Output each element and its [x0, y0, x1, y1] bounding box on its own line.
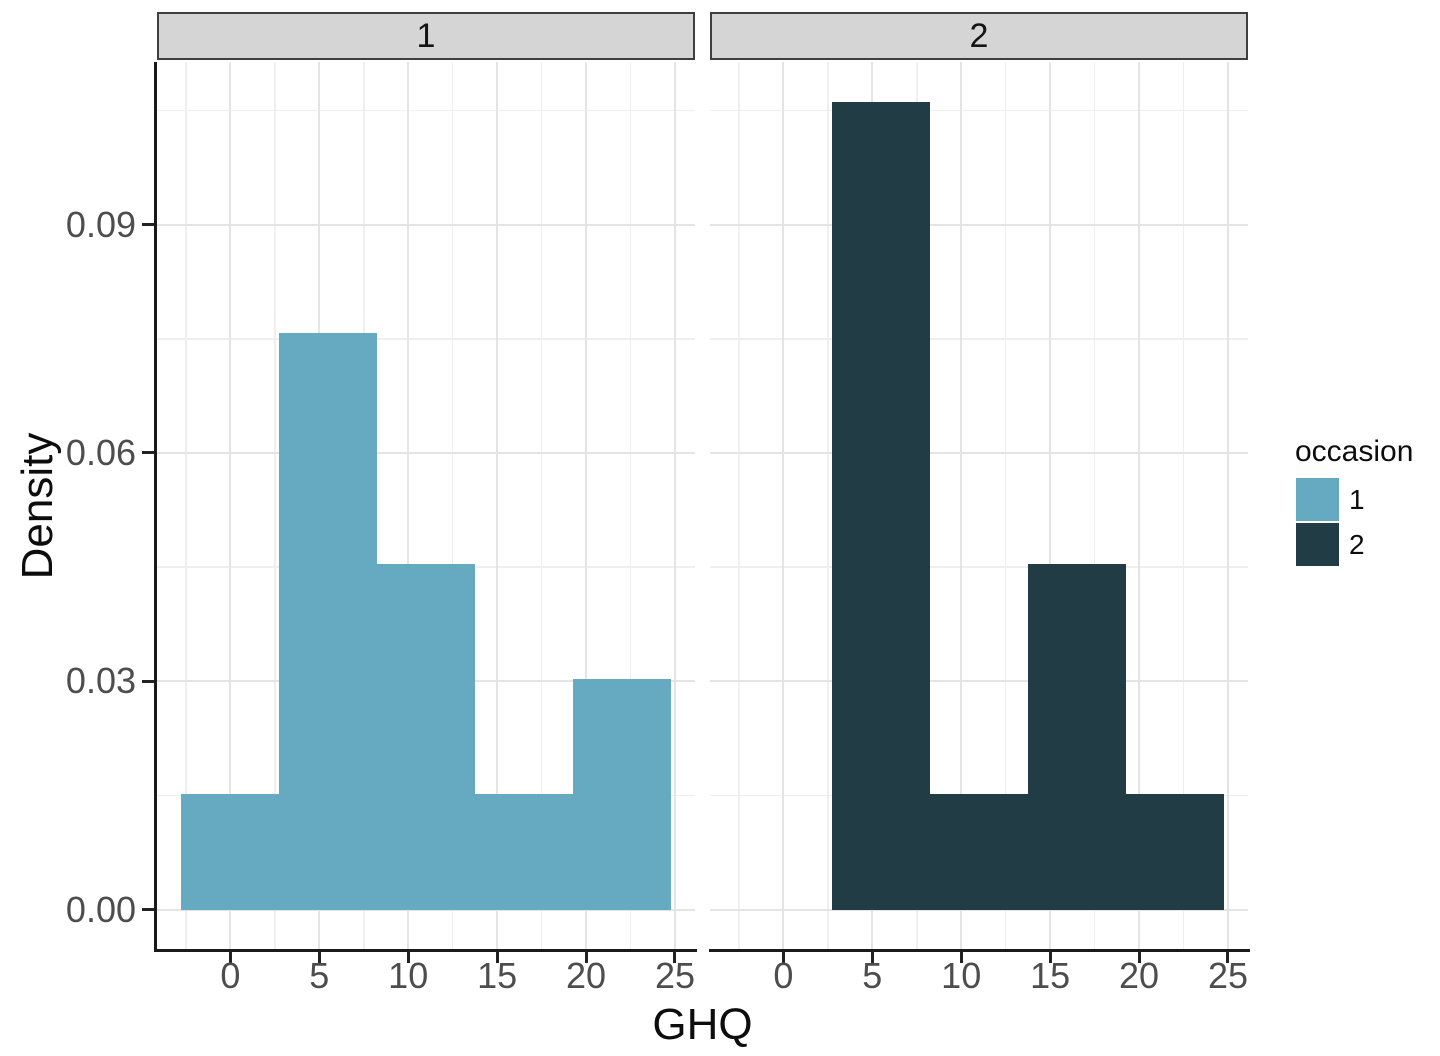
x-axis-tick	[1048, 951, 1052, 963]
gridline-vertical-major	[1138, 62, 1141, 950]
gridline-horizontal-major	[710, 223, 1248, 226]
x-axis-tick	[406, 951, 410, 963]
x-axis-title: GHQ	[652, 1000, 753, 1049]
y-axis-tick	[142, 679, 154, 683]
gridline-vertical-minor	[827, 62, 829, 950]
x-tick-label: 5	[862, 955, 883, 996]
x-tick-label: 10	[941, 955, 982, 996]
y-tick-label: 0.09	[65, 203, 136, 245]
gridline-horizontal-major	[710, 908, 1248, 911]
legend-item-label: 1	[1349, 484, 1365, 515]
x-axis-tick	[781, 951, 785, 963]
y-tick-label: 0.06	[65, 431, 136, 473]
x-axis-tick	[317, 951, 321, 963]
facet-strip-label: 2	[969, 16, 989, 55]
x-tick-label: 20	[1119, 955, 1160, 996]
facet-panel-1	[157, 62, 695, 950]
gridline-vertical-minor	[540, 62, 543, 950]
histogram-bar	[279, 332, 378, 910]
histogram-bar	[572, 679, 671, 910]
x-tick-label: 25	[654, 955, 695, 996]
x-axis-tick	[870, 951, 874, 963]
x-axis-tick	[1137, 951, 1141, 963]
x-tick-label: 15	[1030, 955, 1071, 996]
x-tick-label: 0	[773, 955, 794, 996]
gridline-horizontal-minor	[710, 109, 1248, 112]
gridline-vertical-minor	[185, 62, 187, 950]
gridline-vertical-minor	[1093, 62, 1096, 950]
x-axis-tick	[495, 951, 499, 963]
histogram-bar	[930, 794, 1028, 910]
legend-title: occasion	[1295, 435, 1414, 468]
gridline-vertical-minor	[738, 62, 740, 950]
gridline-vertical-minor	[629, 62, 632, 950]
legend-item-label: 2	[1349, 529, 1365, 560]
gridline-vertical-major	[229, 62, 232, 950]
x-axis-tick	[228, 951, 232, 963]
x-tick-label: 0	[220, 955, 241, 996]
facet-strip-label: 1	[416, 16, 436, 55]
gridline-horizontal-major	[157, 908, 695, 911]
gridline-vertical-minor	[1004, 62, 1007, 950]
y-axis-line	[154, 62, 157, 952]
x-tick-label: 10	[388, 955, 429, 996]
gridline-horizontal-minor	[157, 338, 695, 340]
x-tick-label: 5	[309, 955, 330, 996]
gridline-horizontal-major	[157, 451, 695, 454]
histogram-bar	[181, 794, 280, 910]
facet-panel-2	[710, 62, 1248, 950]
x-axis-tick	[584, 951, 588, 963]
facet-strip: 2	[710, 12, 1248, 60]
gridline-horizontal-major	[710, 680, 1248, 683]
gridline-vertical-major	[585, 62, 588, 950]
gridline-horizontal-minor	[157, 109, 695, 112]
gridline-vertical-major	[1049, 62, 1052, 950]
facet-strip: 1	[157, 12, 695, 60]
gridline-vertical-minor	[1182, 62, 1185, 950]
x-axis-line	[708, 948, 1250, 952]
gridline-vertical-minor	[274, 62, 276, 950]
gridline-vertical-major	[407, 62, 410, 950]
gridline-vertical-major	[1226, 62, 1229, 950]
histogram-bar	[1027, 563, 1126, 910]
y-axis-tick	[142, 451, 154, 455]
x-axis-tick	[959, 951, 963, 963]
y-axis-tick	[142, 908, 154, 912]
histogram-bar	[474, 794, 573, 910]
histogram-bar	[832, 102, 931, 910]
x-tick-label: 20	[566, 955, 607, 996]
gridline-vertical-major	[960, 62, 963, 950]
histogram-bar	[377, 563, 475, 910]
x-axis-tick	[1226, 951, 1230, 963]
gridline-horizontal-major	[710, 451, 1248, 454]
x-tick-label: 25	[1207, 955, 1248, 996]
histogram-bar	[1125, 794, 1224, 910]
x-axis-tick	[673, 951, 677, 963]
y-axis-tick	[142, 223, 154, 227]
gridline-horizontal-minor	[710, 566, 1248, 568]
x-tick-label: 15	[477, 955, 518, 996]
gridline-vertical-major	[496, 62, 499, 950]
legend-key-swatch	[1296, 523, 1339, 566]
gridline-horizontal-major	[157, 223, 695, 226]
x-axis-line	[155, 948, 697, 952]
legend-key-swatch	[1296, 478, 1339, 521]
gridline-vertical-major	[782, 62, 785, 950]
y-tick-label: 0.00	[65, 888, 136, 930]
gridline-horizontal-minor	[710, 338, 1248, 340]
gridline-vertical-minor	[451, 62, 454, 950]
y-tick-label: 0.03	[65, 660, 136, 702]
gridline-vertical-major	[673, 62, 676, 950]
